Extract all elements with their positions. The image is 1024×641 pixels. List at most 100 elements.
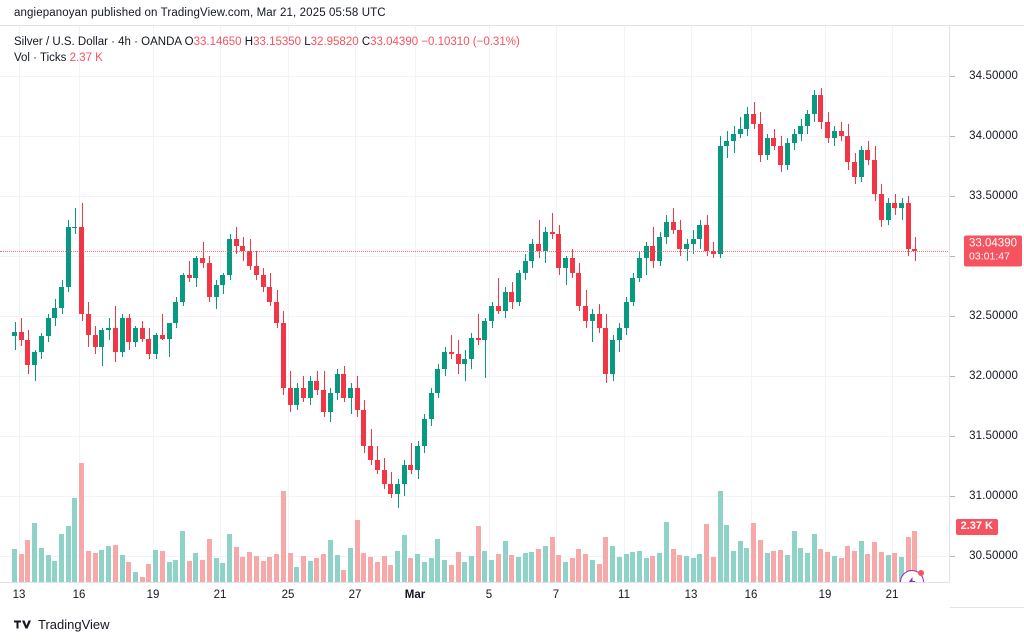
volume-bar — [872, 542, 878, 582]
candle-body — [381, 469, 387, 484]
time-color-segment — [227, 577, 233, 581]
time-color-segment — [684, 577, 689, 581]
time-color-segment — [489, 577, 495, 581]
time-axis-label: 16 — [72, 589, 86, 601]
time-color-segment — [650, 577, 656, 581]
candle-wick — [75, 208, 76, 235]
candle-body — [132, 328, 138, 343]
legend-volume-label[interactable]: Vol · Ticks — [14, 52, 67, 64]
candle-wick — [566, 256, 567, 285]
legend-low-label: L — [304, 36, 311, 48]
volume-bar — [253, 556, 259, 582]
time-color-segment — [892, 577, 898, 581]
volume-bar — [744, 547, 750, 582]
candle-body — [435, 368, 441, 393]
volume-bar — [650, 556, 656, 582]
time-color-segment — [213, 577, 219, 581]
tradingview-logo[interactable]: TradingView — [14, 617, 110, 632]
last-price-line — [0, 250, 949, 252]
time-color-segment — [825, 577, 831, 581]
candle-body — [885, 203, 891, 220]
volume-bar — [227, 533, 233, 582]
volume-bar — [536, 548, 542, 582]
time-color-segment — [233, 577, 239, 581]
time-color-segment — [791, 577, 797, 581]
time-axis-label: 19 — [146, 589, 160, 601]
volume-bar — [52, 560, 58, 582]
time-color-segment — [314, 577, 320, 581]
price-chart-plot[interactable]: Silver / U.S. Dollar · 4h · OANDA O33.14… — [0, 26, 950, 582]
time-color-segment — [126, 577, 132, 581]
price-axis[interactable]: 34.5000034.0000033.5000033.0000032.50000… — [950, 26, 1024, 582]
legend-low-value: 32.95820 — [310, 36, 359, 48]
candle-body — [462, 359, 468, 364]
time-color-segment — [838, 577, 844, 581]
candle-body — [630, 277, 636, 302]
time-axis-label: Mar — [404, 589, 426, 601]
candle-wick — [673, 208, 674, 235]
candle-body — [852, 162, 857, 177]
gridline-horizontal — [0, 556, 949, 557]
candle-body — [596, 313, 602, 328]
replay-badge[interactable] — [900, 570, 925, 582]
time-color-segment — [690, 577, 696, 581]
time-color-segment — [173, 577, 179, 581]
candle-body — [327, 392, 333, 412]
time-color-segment — [643, 577, 649, 581]
time-axis[interactable]: 13 16 19 21 25 27 Mar 5 7 11 13 16 19 21 — [0, 582, 950, 608]
volume-bar — [348, 547, 353, 582]
volume-bar — [905, 537, 911, 582]
candle-body — [684, 244, 689, 249]
time-color-segment — [72, 577, 78, 581]
volume-bar — [684, 556, 689, 582]
volume-bar — [200, 559, 206, 582]
time-color-segment — [502, 577, 508, 581]
candle-body — [374, 460, 380, 470]
price-axis-tick — [950, 496, 955, 497]
candle-body — [173, 301, 179, 324]
candle-wick — [902, 198, 903, 220]
volume-bar — [583, 554, 589, 582]
volume-bar — [361, 553, 367, 582]
volume-bar — [119, 555, 125, 582]
candle-body — [206, 263, 212, 297]
gridline-vertical — [556, 26, 557, 582]
candle-body — [697, 224, 703, 240]
legend-symbol[interactable]: Silver / U.S. Dollar · 4h · OANDA — [14, 36, 182, 48]
legend-open-label: O — [184, 36, 194, 48]
volume-bar — [428, 558, 434, 582]
time-color-segment — [482, 577, 488, 581]
time-color-segment — [529, 577, 535, 581]
candle-body — [126, 318, 132, 343]
volume-bar — [737, 541, 743, 582]
candle-body — [872, 160, 878, 194]
candle-body — [180, 275, 185, 302]
time-color-segment — [428, 577, 434, 581]
candle-body — [542, 232, 548, 252]
price-axis-label: 32.00000 — [969, 370, 1018, 382]
candle-body — [253, 265, 259, 276]
last-price-badge: 33.04390 03:01:47 — [964, 235, 1022, 267]
legend-open-value: 33.14650 — [193, 36, 242, 48]
volume-bar — [838, 558, 844, 582]
candle-body — [636, 258, 642, 278]
candle-body — [280, 323, 286, 388]
volume-bar — [220, 562, 226, 582]
candle-body — [912, 248, 918, 252]
time-color-segment — [153, 577, 159, 581]
candle-body — [845, 136, 851, 163]
candle-wick — [740, 116, 741, 139]
volume-bar — [603, 537, 609, 582]
candle-body — [388, 484, 394, 494]
candle-body — [341, 373, 347, 398]
candle-wick — [592, 308, 593, 343]
time-color-segment — [845, 577, 851, 581]
candle-body — [32, 352, 38, 366]
candle-body — [321, 390, 327, 412]
candle-body — [401, 464, 407, 484]
time-color-segment — [495, 577, 501, 581]
candle-body — [274, 301, 280, 324]
time-color-segment — [697, 577, 703, 581]
time-color-segment — [267, 577, 273, 581]
candle-body — [85, 313, 91, 336]
